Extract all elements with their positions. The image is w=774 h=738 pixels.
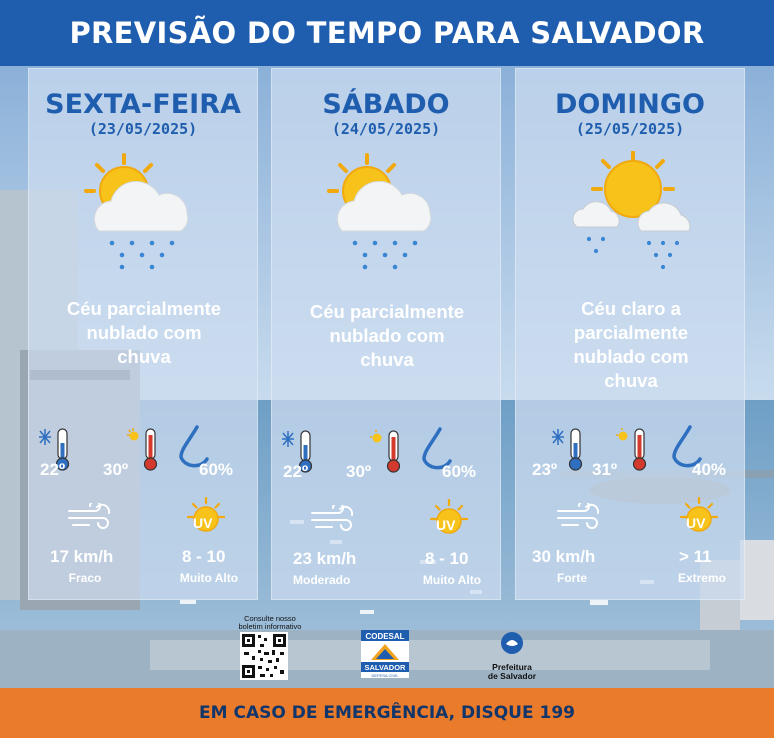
uv-label: Extremo xyxy=(677,571,727,585)
day-name: SEXTA-FEIRA xyxy=(45,89,241,120)
forecast-card-saturday: SÁBADO (24/05/2025) Céu parcialmente nub… xyxy=(271,68,501,600)
forecast-card-sunday: DOMINGO (25/05/2025) Céu claro a parcial… xyxy=(515,68,745,600)
uv-label: Muito Alto xyxy=(179,571,239,585)
sun-thermometer-icon xyxy=(127,428,158,471)
temp-max: 30º xyxy=(346,462,372,481)
uv-letters: UV xyxy=(436,517,456,533)
wind-icon xyxy=(68,503,111,529)
day-name: DOMINGO xyxy=(555,89,705,120)
humidity-drop-icon xyxy=(422,427,452,470)
uv-sun-icon xyxy=(187,497,225,532)
sun-cloud-rain-icon xyxy=(84,153,189,270)
wind-speed: 30 km/h xyxy=(532,547,596,566)
sun-cloud-rain-icon xyxy=(327,153,432,270)
snowflake-thermometer-icon xyxy=(282,430,313,473)
qr-caption: Consulte nosso boletim informativo xyxy=(238,614,302,631)
wind-speed: 23 km/h xyxy=(293,549,357,568)
wind-label: Forte xyxy=(557,571,587,585)
temp-min: 22º xyxy=(283,462,309,481)
uv-index: > 11 xyxy=(679,547,712,566)
sun-thermometer-icon xyxy=(370,430,401,473)
uv-index: 8 - 10 xyxy=(425,549,469,568)
temp-max: 31º xyxy=(592,460,618,479)
temp-max: 30º xyxy=(103,460,129,479)
uv-letters: UV xyxy=(193,515,213,531)
codesal-top-text: CODESAL xyxy=(365,632,404,641)
sun-clouds-rain-icon xyxy=(572,151,691,270)
wind-speed: 17 km/h xyxy=(50,547,114,566)
weather-description: Céu claro a parcialmente nublado com chu… xyxy=(573,298,689,391)
prefeitura-emblem-icon xyxy=(501,632,523,654)
page-title: PREVISÃO DO TEMPO PARA SALVADOR xyxy=(69,16,705,50)
weather-description: Céu parcialmente nublado com chuva xyxy=(309,301,465,370)
codesal-logo: CODESAL SALVADOR DEFESA CIVIL xyxy=(361,630,409,678)
wind-label: Fraco xyxy=(68,571,102,585)
humidity-drop-icon xyxy=(672,425,702,468)
uv-sun-icon xyxy=(680,497,718,532)
snowflake-thermometer-icon xyxy=(39,428,70,471)
day-date: (25/05/2025) xyxy=(575,120,685,138)
snowflake-thermometer-icon xyxy=(552,428,583,471)
emergency-banner: EM CASO DE EMERGÊNCIA, DISQUE 199 xyxy=(0,688,774,738)
day-name: SÁBADO xyxy=(322,89,450,120)
humidity-drop-icon xyxy=(179,425,209,468)
header-bar: PREVISÃO DO TEMPO PARA SALVADOR xyxy=(0,0,774,66)
humidity-value: 60% xyxy=(199,460,234,479)
prefeitura-name: Prefeitura de Salvador xyxy=(487,662,537,681)
uv-letters: UV xyxy=(686,515,706,531)
day-date: (23/05/2025) xyxy=(88,120,198,138)
uv-sun-icon xyxy=(430,499,468,534)
uv-index: 8 - 10 xyxy=(182,547,226,566)
humidity-value: 40% xyxy=(692,460,727,479)
temp-min: 23º xyxy=(532,460,558,479)
qr-code-icon[interactable] xyxy=(240,632,288,680)
wind-label: Moderado xyxy=(293,573,351,587)
temp-min: 22º xyxy=(40,460,66,479)
emergency-text: EM CASO DE EMERGÊNCIA, DISQUE 199 xyxy=(199,703,575,723)
day-date: (24/05/2025) xyxy=(331,120,441,138)
codesal-bottom-text: SALVADOR xyxy=(365,663,407,672)
humidity-value: 60% xyxy=(442,462,477,481)
wind-icon xyxy=(311,505,354,531)
wind-icon xyxy=(557,503,600,529)
sun-thermometer-icon xyxy=(616,428,647,471)
forecast-card-friday: SEXTA-FEIRA (23/05/2025) Céu parcialment… xyxy=(28,68,258,600)
uv-label: Muito Alto xyxy=(422,573,482,587)
weather-description: Céu parcialmente nublado com chuva xyxy=(66,298,222,367)
prefeitura-logo: Prefeitura de Salvador xyxy=(480,630,544,684)
codesal-sub-text: DEFESA CIVIL xyxy=(372,673,400,678)
